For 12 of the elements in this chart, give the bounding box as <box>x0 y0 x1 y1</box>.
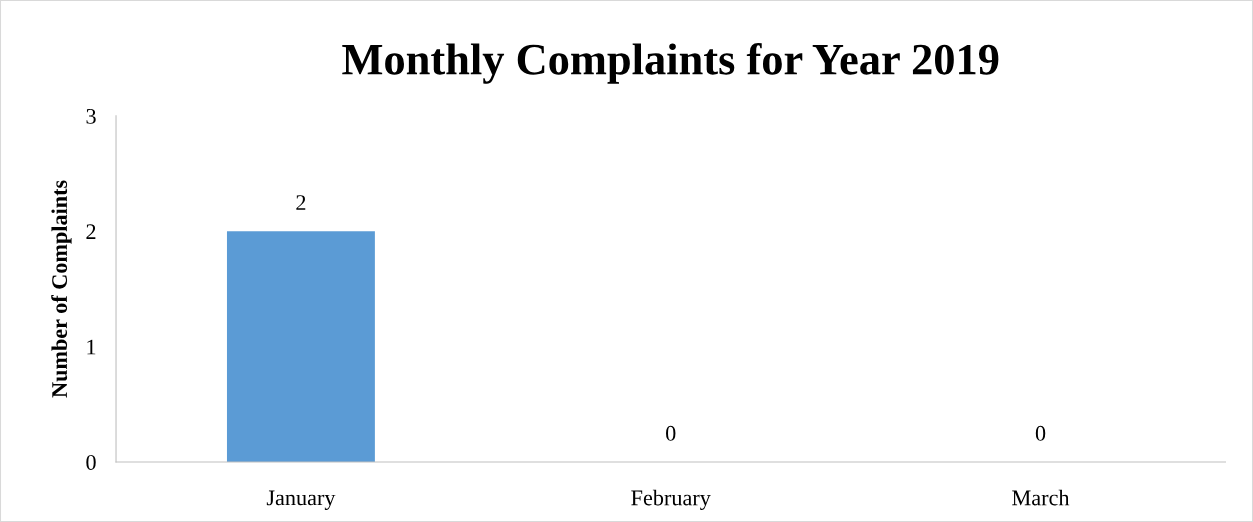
y-tick-label: 0 <box>86 454 96 470</box>
y-tick-label: 3 <box>86 108 96 124</box>
x-tick-label: March <box>1012 489 1070 506</box>
y-tick-label: 1 <box>87 339 96 355</box>
y-axis-title: Number of Complaints <box>51 180 72 398</box>
data-label: 0 <box>666 425 676 441</box>
data-label: 0 <box>1035 425 1046 441</box>
x-tick-label: January <box>266 490 336 510</box>
y-tick-label: 2 <box>86 224 96 239</box>
chart-title: Monthly Complaints for Year 2019 <box>342 42 999 84</box>
data-label: 2 <box>296 195 306 210</box>
x-tick-label: February <box>631 489 711 510</box>
